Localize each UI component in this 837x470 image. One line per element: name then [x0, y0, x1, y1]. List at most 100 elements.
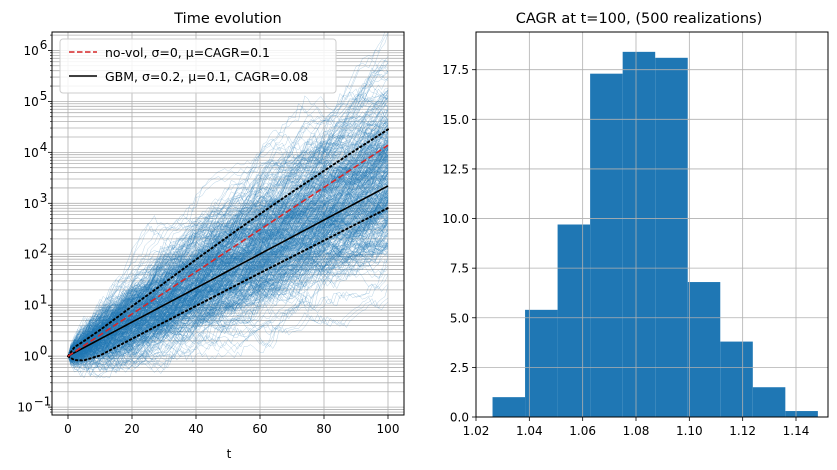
realization-path — [67, 88, 389, 357]
realization-path — [67, 238, 389, 359]
realization-path — [67, 160, 389, 357]
realization-path — [67, 90, 389, 357]
realization-path — [67, 127, 389, 364]
y-tick-label: 0.0 — [450, 411, 469, 425]
realization-path — [67, 227, 389, 374]
realization-path — [67, 199, 389, 357]
realization-path — [67, 147, 389, 360]
realization-path — [67, 226, 389, 357]
realization-path — [67, 195, 389, 371]
realization-path — [67, 162, 389, 357]
realization-path — [67, 183, 389, 357]
realization-path — [67, 174, 389, 359]
realization-path — [67, 169, 389, 357]
x-tick-label: 1.04 — [516, 424, 543, 438]
realization-path — [68, 224, 389, 367]
realization-path — [67, 198, 389, 367]
realization-path — [67, 192, 389, 368]
realization-path — [67, 215, 389, 371]
realization-path — [67, 176, 389, 371]
realization-path — [67, 91, 389, 360]
realization-path — [67, 151, 389, 365]
realization-path — [67, 170, 389, 357]
realization-path — [67, 162, 389, 359]
y-tick-label: 10.0 — [442, 212, 469, 226]
realization-path — [67, 197, 389, 361]
realization-path — [67, 206, 389, 357]
realization-path — [67, 157, 389, 357]
realization-path — [67, 169, 389, 357]
realization-path — [67, 225, 389, 357]
realization-path — [67, 220, 389, 357]
realization-path — [67, 201, 389, 357]
realization-path — [67, 198, 389, 357]
realization-path — [67, 142, 389, 357]
realization-path — [67, 218, 389, 357]
y-tick-label: 10 — [24, 95, 39, 109]
realization-path — [67, 181, 389, 369]
realization-path — [67, 160, 389, 357]
x-tick-label: 1.14 — [783, 424, 810, 438]
realization-path — [67, 115, 389, 357]
realization-path — [67, 199, 389, 362]
realization-path — [67, 170, 389, 357]
y-tick-label: 5.0 — [450, 311, 469, 325]
realization-path — [67, 144, 389, 357]
realization-path — [67, 109, 389, 357]
realization-path — [67, 131, 389, 357]
realization-path — [67, 193, 389, 361]
realization-path — [67, 223, 389, 357]
realization-path — [67, 174, 389, 357]
realization-path — [67, 212, 389, 357]
realization-path — [67, 140, 389, 357]
realization-path — [67, 156, 389, 358]
realization-path — [67, 102, 389, 357]
realization-path — [67, 112, 389, 363]
y-tick-label: 7.5 — [450, 262, 469, 276]
realization-path — [67, 195, 389, 357]
realization-path — [67, 183, 389, 357]
y-tick-exponent: 3 — [40, 191, 48, 205]
realization-path — [67, 203, 389, 359]
realization-path — [67, 169, 389, 357]
realization-path — [67, 197, 389, 360]
confidence-band-line — [67, 128, 389, 358]
realization-path — [67, 157, 389, 368]
realization-path — [67, 176, 389, 357]
realization-path — [67, 124, 389, 360]
y-tick-label: 10 — [24, 146, 39, 160]
realization-path — [67, 222, 389, 358]
x-tick-label: 80 — [316, 422, 331, 436]
realization-path — [67, 203, 389, 357]
realization-path — [67, 247, 389, 363]
realization-path — [67, 153, 389, 357]
realization-path — [67, 199, 389, 357]
realization-path — [67, 208, 389, 379]
realization-path — [67, 201, 389, 357]
realization-path — [67, 206, 389, 357]
realization-path — [67, 170, 389, 357]
realization-path — [67, 226, 389, 357]
realization-path — [67, 244, 389, 360]
realization-path — [67, 228, 389, 357]
realization-path — [67, 100, 389, 357]
realization-path — [67, 145, 389, 361]
x-tick-label: 20 — [124, 422, 139, 436]
realization-path — [67, 154, 389, 357]
realization-path — [67, 189, 389, 367]
realization-path — [67, 141, 389, 357]
realization-path — [67, 182, 389, 358]
legend-frame — [59, 38, 337, 94]
realization-path — [67, 134, 389, 360]
realization-path — [67, 138, 389, 357]
realization-path — [67, 60, 389, 358]
realization-path — [67, 146, 389, 357]
realization-path — [67, 72, 389, 357]
realization-path — [67, 241, 389, 367]
realization-path — [67, 93, 389, 357]
realization-path — [67, 236, 389, 365]
realization-path — [67, 178, 389, 357]
realization-path — [67, 198, 389, 357]
